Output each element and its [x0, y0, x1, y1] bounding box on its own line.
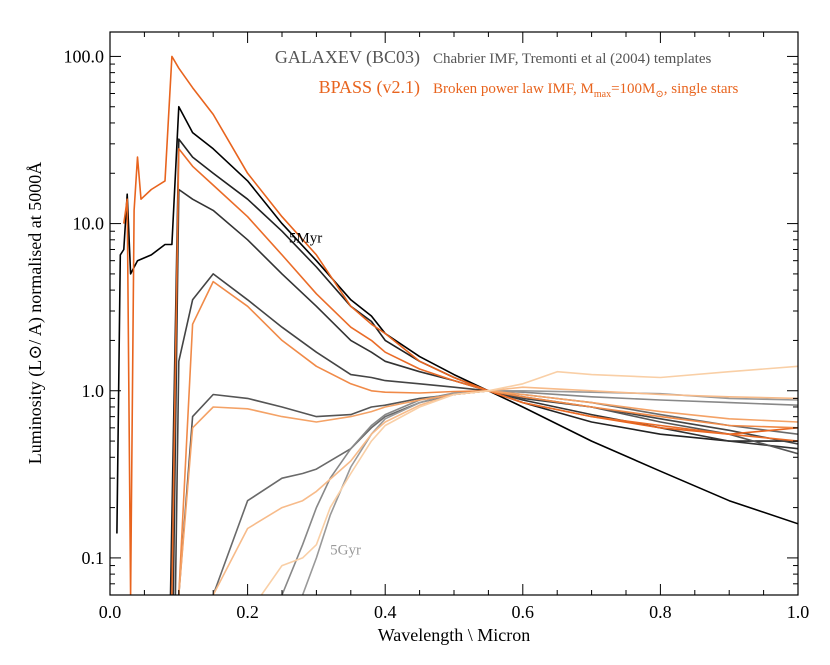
series-line-galaxev-6	[281, 389, 798, 595]
series-line-galaxev-0	[116, 105, 798, 534]
x-tick-label-5: 1.0	[787, 602, 810, 622]
x-tick-label-1: 0.2	[236, 602, 259, 622]
ticks-layer	[109, 32, 799, 595]
x-tick-label-0: 0.0	[99, 602, 122, 622]
legend-entry-bpass-desc: Broken power law IMF, Mmax=100M⊙, single…	[433, 81, 739, 100]
series-line-bpass-11	[178, 389, 798, 595]
legend-bpass-desc-sub: max	[594, 89, 611, 100]
legend-bpass-desc-main: Broken power law IMF, M	[433, 81, 594, 97]
series-line-bpass-9	[171, 148, 798, 595]
series-line-galaxev-5	[212, 389, 798, 595]
series-line-bpass-13	[260, 365, 798, 595]
annotation-5gyr: 5Gyr	[330, 542, 361, 558]
plot-frame	[109, 31, 799, 596]
legend-bpass-desc-mid: =100M	[611, 81, 655, 97]
y-axis-label: Luminosity (L⊙/ A) normalised at 5000Å	[25, 162, 46, 465]
legend: GALAXEV (BC03) Chabrier IMF, Tremonti et…	[275, 47, 739, 100]
x-tick-label-2: 0.4	[374, 602, 397, 622]
series-line-galaxev-2	[172, 188, 798, 595]
series-line-bpass-8	[123, 55, 798, 595]
series-line-bpass-10	[178, 280, 798, 595]
x-axis-label: Wavelength \ Micron	[378, 625, 531, 645]
series-line-galaxev-3	[174, 273, 798, 595]
y-tick-label-2: 10.0	[73, 214, 105, 234]
series-line-bpass-12	[212, 386, 798, 595]
series-line-galaxev-4	[178, 389, 798, 595]
legend-bpass-desc-sub2: ⊙	[655, 89, 663, 100]
series-layer	[116, 55, 798, 595]
x-tick-label-4: 0.8	[649, 602, 672, 622]
y-tick-label-0: 0.1	[82, 548, 105, 568]
series-line-galaxev-1	[169, 138, 798, 595]
legend-entry-galaxev-desc: Chabrier IMF, Tremonti et al (2004) temp…	[433, 51, 712, 67]
y-tick-label-3: 100.0	[64, 46, 105, 66]
labels-layer: 0.0 0.2 0.4 0.6 0.8 1.0 0.1 1.0 10.0 100.0	[64, 46, 810, 622]
legend-entry-galaxev-name: GALAXEV (BC03)	[275, 47, 420, 68]
y-tick-label-1: 1.0	[82, 381, 105, 401]
legend-bpass-desc-end: , single stars	[664, 81, 739, 97]
legend-entry-bpass-name: BPASS (v2.1)	[319, 77, 420, 98]
x-tick-label-3: 0.6	[512, 602, 535, 622]
annotation-5myr: 5Myr	[289, 231, 322, 247]
